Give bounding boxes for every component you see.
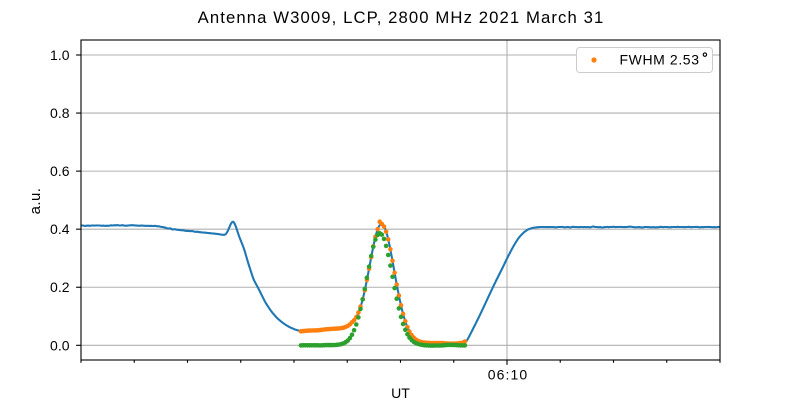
svg-text:0.2: 0.2 bbox=[50, 279, 70, 295]
svg-text:1.0: 1.0 bbox=[50, 47, 70, 63]
svg-text:UT: UT bbox=[391, 385, 410, 400]
svg-text:0.0: 0.0 bbox=[50, 337, 70, 353]
svg-text:0.8: 0.8 bbox=[50, 105, 70, 121]
svg-text:06:10: 06:10 bbox=[488, 366, 529, 382]
svg-text:0.4: 0.4 bbox=[50, 221, 70, 237]
svg-text:0.6: 0.6 bbox=[50, 163, 70, 179]
svg-text:a.u.: a.u. bbox=[27, 188, 44, 215]
svg-text:FWHM 2.53: FWHM 2.53 bbox=[620, 51, 700, 67]
svg-text:Antenna W3009, LCP, 2800 MHz 2: Antenna W3009, LCP, 2800 MHz 2021 March … bbox=[198, 8, 605, 27]
